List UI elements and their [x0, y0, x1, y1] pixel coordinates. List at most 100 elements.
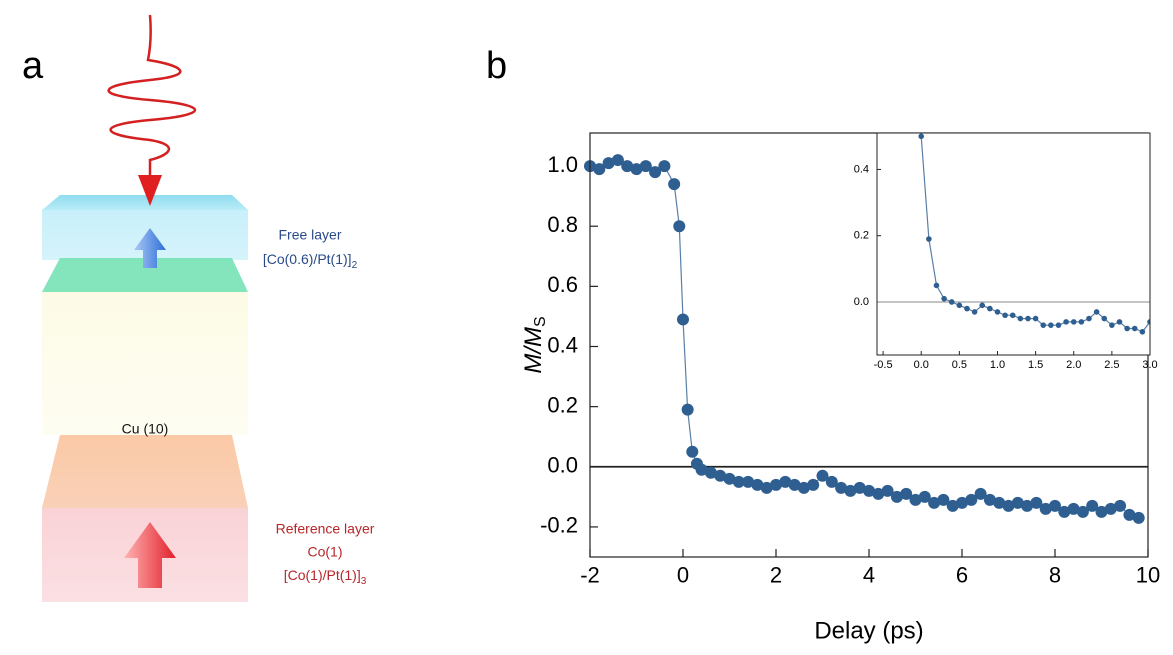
data-point [649, 166, 662, 179]
y-tick-label: 0.0 [547, 453, 578, 478]
data-point [1032, 315, 1039, 322]
data-point [928, 496, 941, 509]
data-point [751, 478, 764, 491]
x-tick-label: -0.5 [874, 359, 893, 371]
spacer-layer [42, 292, 248, 435]
free-layer-label: Free layer [Co(0.6)/Pt(1)]2 [263, 227, 358, 271]
data-point [704, 466, 717, 479]
x-tick-label: 10 [1136, 563, 1160, 588]
data-point [788, 478, 801, 491]
formula: [Co(0.6)/Pt(1)] [263, 251, 352, 267]
x-tick-label: 0.5 [952, 359, 967, 371]
data-point [1109, 322, 1115, 328]
data-point [1021, 499, 1034, 512]
data-point [1086, 499, 1099, 512]
x-tick-label: 6 [956, 563, 968, 588]
laser-arrowhead [138, 175, 162, 206]
data-point [994, 309, 1001, 315]
plot-area [584, 154, 1148, 524]
data-point [732, 475, 745, 488]
x-tick-label: 0.0 [914, 359, 929, 371]
data-point [593, 163, 606, 176]
data-point [611, 154, 624, 167]
data-point [770, 478, 782, 491]
data-point [918, 490, 931, 503]
free-layer-formula: [Co(0.6)/Pt(1)]2 [263, 251, 358, 271]
data-point [673, 220, 686, 233]
data-point [797, 481, 810, 494]
data-point [974, 487, 987, 500]
data-point [1078, 319, 1085, 325]
data-point [1011, 496, 1024, 509]
x-tick-label: 2.0 [1066, 359, 1081, 371]
reference-layer-line2: Co(1) [307, 544, 342, 560]
data-point [1139, 329, 1146, 335]
reference-layer-label: Reference layer Co(1) [Co(1)/Pt(1)]3 [276, 521, 375, 587]
reference-spin-arrow [124, 522, 176, 588]
reference-layer-title: Reference layer [276, 521, 375, 537]
data-point [639, 160, 652, 173]
data-point [1030, 496, 1043, 509]
data-point [853, 481, 866, 494]
data-point [1039, 502, 1052, 515]
data-point [948, 299, 955, 305]
data-point [1086, 315, 1092, 322]
y-tick-label: 0.2 [854, 230, 869, 242]
data-point [621, 160, 634, 173]
data-point [1132, 511, 1145, 524]
y-label-sub: S [532, 316, 549, 327]
data-point [1076, 505, 1089, 518]
data-point [937, 493, 950, 506]
panel-label: b [486, 45, 507, 87]
free-top [42, 195, 248, 210]
y-axis-label: M/MS [520, 316, 549, 373]
data-point [926, 236, 932, 242]
data-point [1070, 319, 1077, 325]
data-point [983, 493, 996, 506]
y-tick-label: 0.2 [547, 392, 578, 417]
data-point [918, 133, 925, 140]
data-point [677, 313, 689, 326]
data-point [1048, 322, 1054, 328]
data-point [835, 481, 848, 494]
x-tick-label: 8 [1049, 563, 1061, 588]
data-point [1095, 505, 1108, 518]
layer-stack [42, 14, 248, 602]
x-tick-label: 0 [677, 563, 689, 588]
data-point [900, 487, 913, 500]
data-point [779, 475, 792, 488]
axes-frame [876, 132, 1151, 356]
panel-label: a [22, 45, 44, 87]
data-point [1002, 312, 1008, 319]
data-point [1009, 312, 1016, 319]
data-point [941, 295, 947, 302]
y-tick-label: 0.4 [854, 163, 869, 175]
x-tick-label: 3.0 [1142, 359, 1157, 371]
data-point [909, 493, 922, 506]
data-point [946, 499, 959, 512]
x-tick-label: 1.5 [1028, 359, 1043, 371]
y-tick-label: 0.6 [547, 272, 578, 297]
data-point [881, 484, 894, 497]
data-point [1025, 315, 1031, 322]
data-point [1131, 325, 1138, 332]
x-tick-label: 2.5 [1104, 359, 1119, 371]
data-point [933, 282, 940, 289]
data-point [742, 475, 755, 488]
y-label-main: M/M [520, 327, 547, 374]
data-point [987, 305, 993, 312]
data-point [668, 178, 681, 191]
data-point [807, 478, 820, 491]
y-tick-label: 0.4 [547, 332, 578, 357]
x-tick-label: 2 [770, 563, 782, 588]
data-point [956, 496, 968, 509]
reference-layer-formula: [Co(1)/Pt(1)]3 [284, 567, 367, 587]
data-point [979, 302, 986, 309]
data-point [1124, 325, 1130, 332]
x-axis-label: Delay (ps) [814, 617, 923, 644]
free-bottom [42, 258, 248, 292]
y-tick-label: 0.8 [547, 212, 578, 237]
data-point [714, 469, 727, 482]
formula: [Co(1)/Pt(1)] [284, 567, 361, 583]
